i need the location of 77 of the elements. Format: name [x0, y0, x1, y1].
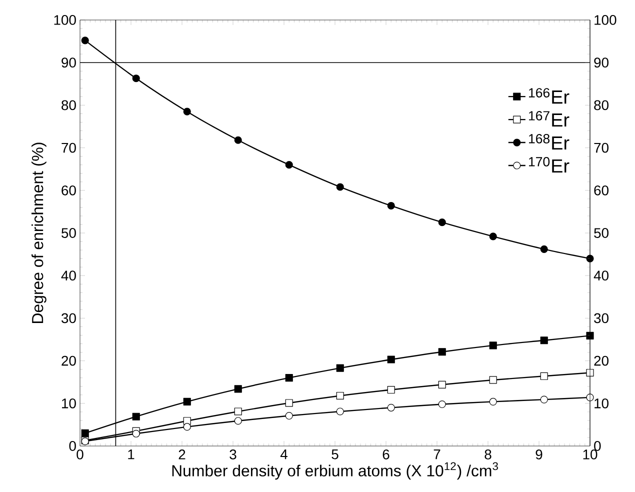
y2-tick-label: 90: [594, 58, 609, 68]
x-tick-label: 3: [230, 450, 236, 460]
x-tick-label: 0: [76, 450, 84, 460]
point: [387, 202, 395, 210]
point: [387, 356, 395, 364]
point: [387, 386, 395, 394]
x-tick-label: 1: [128, 450, 134, 460]
y2-tick-label: 0: [594, 441, 601, 451]
point: [540, 336, 548, 344]
y-tick-label: 100: [54, 15, 76, 25]
point: [183, 108, 191, 116]
y2-tick-label: 80: [594, 100, 609, 110]
point: [387, 404, 395, 412]
x-tick-label: 4: [280, 450, 288, 460]
y-tick-label: 70: [62, 142, 76, 153]
y-tick-label: 90: [62, 58, 76, 68]
x-tick-label: 8: [484, 450, 492, 460]
point: [132, 74, 140, 82]
y-tick-label: 80: [62, 100, 76, 110]
legend-label: $^{168}$Er: [529, 134, 570, 150]
point: [336, 183, 344, 191]
y2-tick-label: 20: [594, 356, 609, 366]
point: [438, 218, 446, 226]
point: [586, 332, 594, 340]
y-tick-label: 60: [62, 185, 76, 196]
y2-tick-label: 30: [594, 313, 609, 324]
x-tick-label: 6: [382, 450, 390, 460]
y2-tick-label: 60: [594, 185, 609, 196]
point: [586, 368, 594, 377]
y-tick-label: 50: [62, 228, 76, 238]
y2-tick-label: 40: [594, 270, 609, 281]
legend-label: $^{170}$Er: [529, 157, 570, 173]
legend-label: $^{166}$Er: [529, 88, 570, 104]
y-tick-label: 10: [62, 398, 76, 408]
point: [234, 136, 242, 144]
x-tick-label: 7: [434, 450, 440, 460]
y2-tick-label: 10: [594, 398, 609, 408]
y2-tick-label: 100: [594, 15, 616, 25]
y-tick-label: 30: [61, 313, 76, 324]
point: [438, 380, 446, 388]
point: [183, 398, 191, 406]
point: [489, 342, 497, 350]
point: [183, 423, 191, 431]
x-tick-label: 5: [332, 450, 338, 460]
point: [336, 408, 344, 416]
point: [285, 399, 293, 407]
point: [81, 36, 89, 44]
point: [540, 245, 548, 253]
x-axis-title: Number density of erbium atoms (X 10$^{12}$) /cm$^{3}$: [172, 462, 498, 480]
point: [234, 385, 242, 393]
point: [285, 374, 293, 382]
point: [234, 408, 242, 416]
point: [285, 412, 293, 420]
y2-tick-label: 70: [594, 142, 609, 153]
point: [489, 376, 497, 384]
y-tick-label: 0: [69, 441, 76, 451]
point: [132, 430, 140, 438]
y2-tick-label: 50: [594, 228, 609, 238]
x-tick-label: 2: [178, 450, 186, 460]
point: [438, 400, 446, 408]
point: [336, 364, 344, 372]
point: [540, 396, 548, 404]
point: [234, 417, 242, 425]
x-tick-label: 9: [536, 450, 542, 460]
point: [438, 348, 446, 356]
point: [540, 372, 548, 380]
point: [285, 161, 293, 169]
point: [81, 429, 89, 438]
y-tick-label: 40: [61, 270, 76, 281]
point: [336, 392, 344, 400]
point: [132, 412, 140, 420]
x-tick-label: 10: [583, 450, 598, 460]
y-tick-label: 20: [62, 356, 76, 366]
point: [489, 232, 497, 240]
y-axis-title: Degree of enrichment (%): [32, 142, 46, 323]
point: [489, 398, 497, 406]
legend-label: $^{167}$Er: [529, 111, 570, 127]
